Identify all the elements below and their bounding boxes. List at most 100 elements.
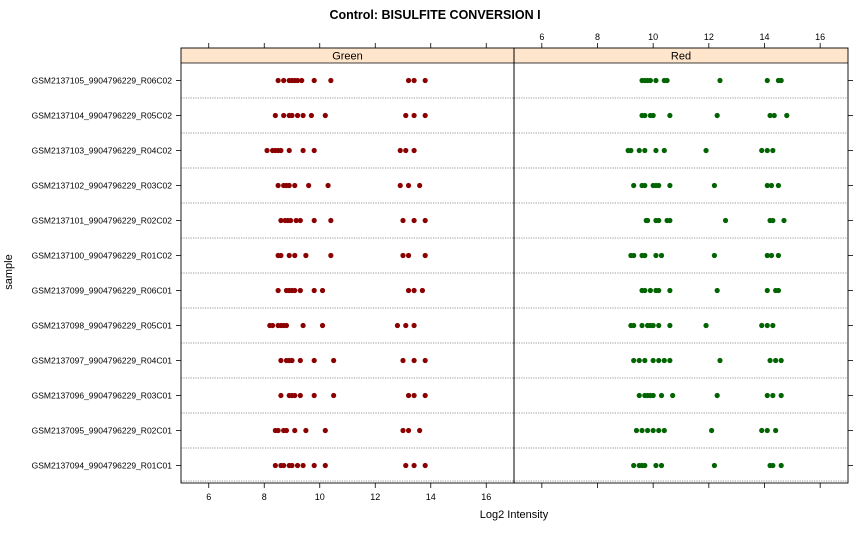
data-point — [711, 182, 718, 189]
data-point — [405, 287, 412, 294]
chart-title: Control: BISULFITE CONVERSION I — [329, 8, 540, 22]
data-point — [331, 357, 337, 364]
x-tick-label: 14 — [426, 492, 436, 502]
data-point — [303, 427, 309, 434]
y-tick-label: GSM2137105_9904796229_R06C02 — [32, 76, 173, 86]
data-point — [653, 462, 659, 469]
data-point — [278, 252, 284, 259]
x-tick-label: 10 — [648, 32, 658, 42]
data-point — [297, 217, 303, 224]
data-point — [642, 287, 648, 294]
data-point — [400, 217, 406, 224]
data-point — [768, 182, 775, 189]
data-point — [647, 287, 653, 294]
data-point — [656, 357, 662, 364]
data-point — [667, 182, 673, 189]
y-tick-label: GSM2137095_9904796229_R02C01 — [32, 426, 173, 436]
data-point — [717, 357, 723, 364]
data-point — [764, 392, 770, 399]
data-point — [417, 182, 423, 189]
data-point — [311, 287, 317, 294]
data-point — [300, 322, 306, 329]
data-point — [778, 462, 784, 469]
data-point — [661, 427, 667, 434]
data-point — [331, 392, 337, 399]
data-point — [631, 357, 637, 364]
x-tick-label: 10 — [315, 492, 325, 502]
x-tick-label: 12 — [370, 492, 380, 502]
data-point — [286, 182, 292, 189]
data-point — [656, 322, 662, 329]
data-point — [759, 427, 765, 434]
data-point — [711, 252, 718, 259]
data-point — [709, 427, 715, 434]
data-point — [764, 147, 770, 154]
data-point — [405, 77, 412, 84]
data-point — [289, 357, 295, 364]
data-point — [322, 112, 328, 119]
data-point — [411, 77, 417, 84]
data-point — [667, 322, 673, 329]
data-point — [631, 182, 637, 189]
data-point — [411, 287, 417, 294]
data-point — [650, 322, 656, 329]
data-point — [653, 147, 659, 154]
data-point — [289, 462, 295, 469]
panel-strip-label: Green — [332, 51, 363, 63]
x-tick-label: 12 — [704, 32, 714, 42]
data-point — [650, 357, 656, 364]
data-point — [781, 217, 787, 224]
data-point — [411, 357, 417, 364]
data-point — [775, 182, 782, 189]
data-point — [311, 357, 317, 364]
data-point — [292, 427, 298, 434]
data-point — [422, 77, 428, 84]
data-point — [297, 357, 303, 364]
data-point — [292, 252, 298, 259]
panel-strip — [181, 48, 514, 63]
data-point — [419, 287, 426, 294]
data-point — [773, 357, 779, 364]
data-point — [303, 252, 309, 259]
x-tick-label: 16 — [481, 492, 491, 502]
data-point — [767, 112, 773, 119]
data-point — [319, 322, 326, 329]
data-point — [328, 252, 334, 259]
panel-strip — [514, 48, 848, 63]
data-point — [403, 462, 409, 469]
data-point — [667, 357, 673, 364]
data-point — [322, 427, 328, 434]
x-tick-label: 8 — [595, 32, 600, 42]
data-point — [667, 287, 673, 294]
data-point — [275, 287, 281, 294]
data-point — [770, 217, 776, 224]
data-point — [771, 112, 777, 119]
data-point — [422, 462, 428, 469]
data-point — [403, 112, 409, 119]
data-point — [656, 287, 662, 294]
data-point — [650, 112, 656, 119]
data-point — [294, 77, 301, 84]
data-point — [328, 217, 334, 224]
data-point — [636, 147, 642, 154]
data-point — [311, 147, 317, 154]
data-point — [661, 357, 667, 364]
data-point — [328, 77, 334, 84]
data-point — [311, 217, 317, 224]
data-point — [656, 427, 662, 434]
data-point — [656, 217, 662, 224]
data-point — [661, 147, 667, 154]
data-point — [417, 427, 423, 434]
data-point — [658, 462, 665, 469]
data-point — [403, 147, 409, 154]
data-point — [308, 112, 315, 119]
data-point — [773, 427, 779, 434]
data-point — [325, 182, 331, 189]
panel-frame — [513, 47, 849, 484]
data-point — [411, 462, 417, 469]
data-point — [394, 322, 401, 329]
data-point — [272, 462, 278, 469]
data-point — [292, 392, 298, 399]
data-point — [717, 77, 723, 84]
